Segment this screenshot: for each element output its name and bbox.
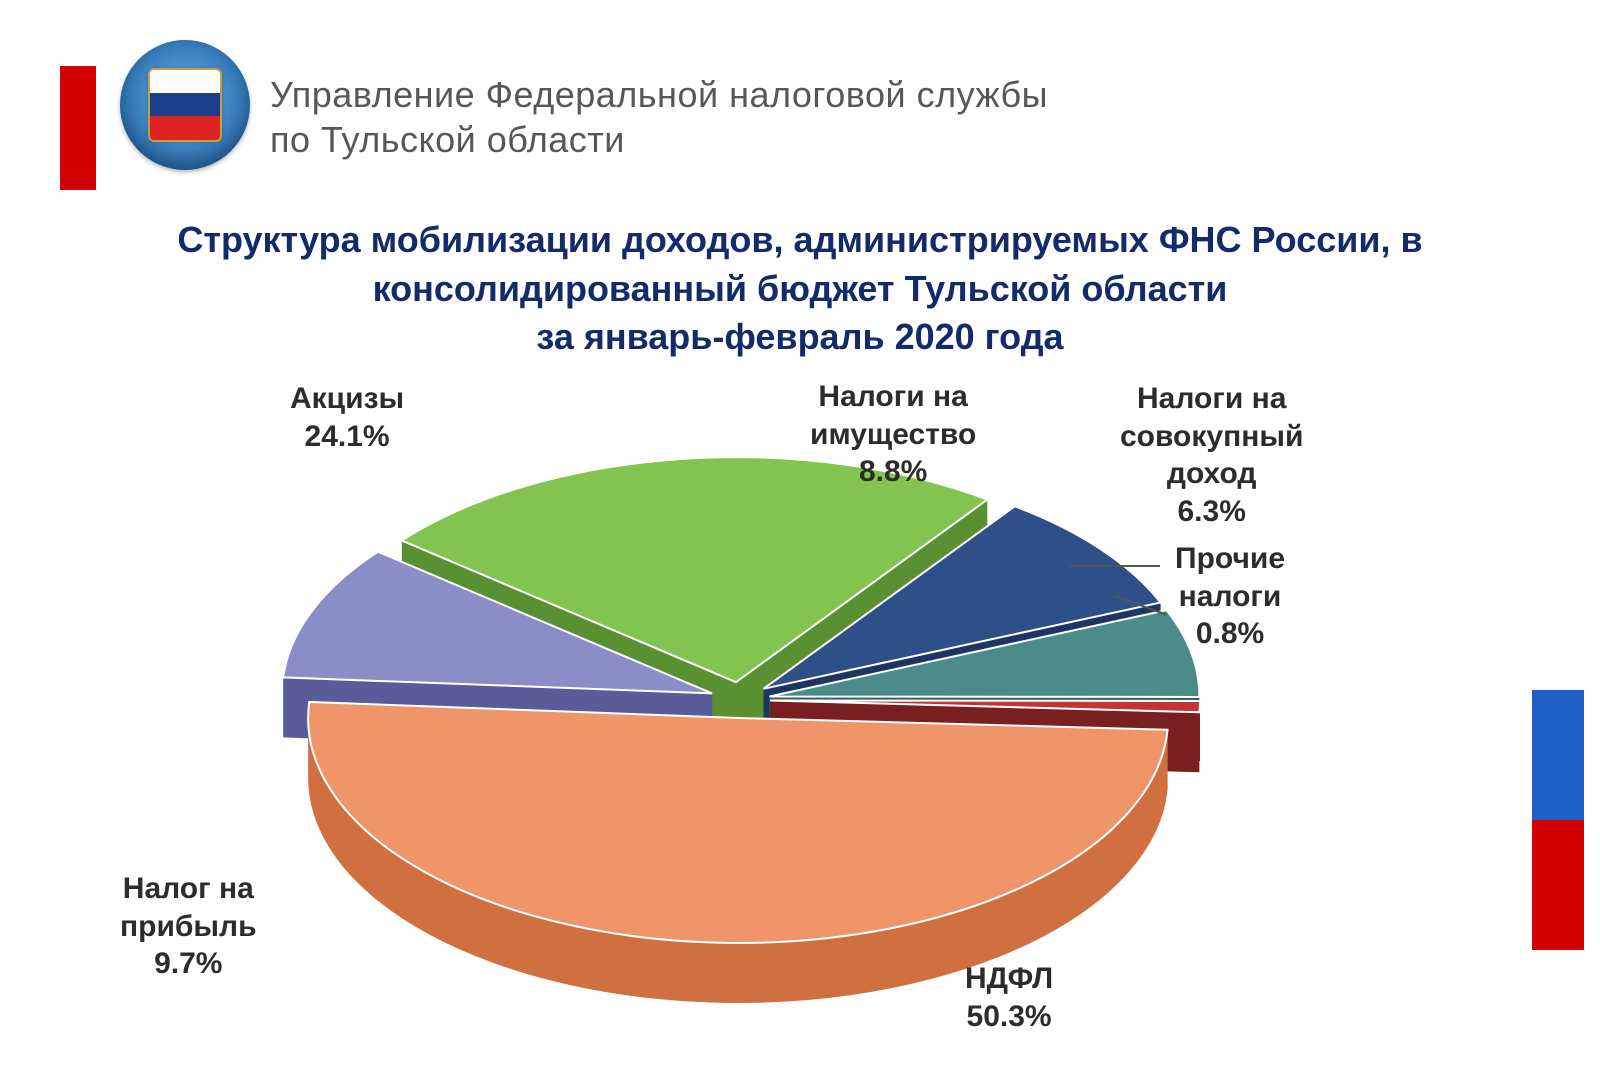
label-profit-tax: Налог на прибыль 9.7% — [120, 870, 257, 983]
label-property-tax: Налоги на имущество 8.8% — [810, 378, 976, 491]
leader-line — [1070, 565, 1160, 567]
label-excise: Акцизы 24.1% — [290, 380, 404, 455]
label-aggregate-income-tax: Налоги на совокупный доход 6.3% — [1120, 380, 1303, 530]
label-other-taxes: Прочие налоги 0.8% — [1175, 540, 1285, 653]
label-ndfl: НДФЛ 50.3% — [965, 960, 1053, 1035]
page-root: Управление Федеральной налоговой службы … — [0, 0, 1600, 1066]
